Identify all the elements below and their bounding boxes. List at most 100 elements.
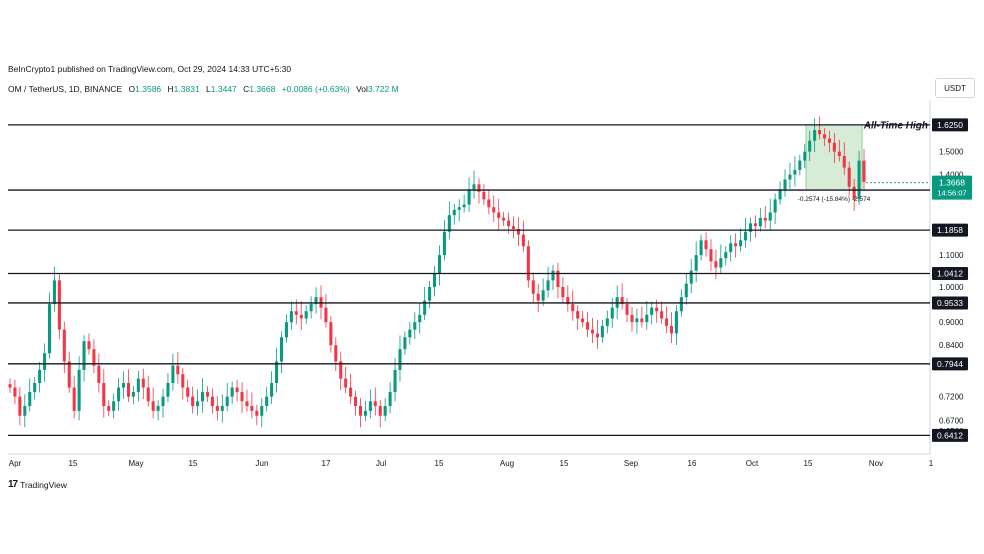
candle-body — [546, 280, 550, 291]
candle-body — [329, 322, 333, 346]
candle-body — [793, 169, 797, 175]
candle-body — [373, 401, 377, 407]
candle-body — [516, 228, 520, 235]
candle-body — [146, 387, 150, 402]
candle-body — [240, 392, 244, 402]
candle-body — [630, 314, 634, 323]
candle-body — [122, 383, 126, 388]
candle-body — [487, 199, 491, 208]
ath-label: All-Time High — [863, 120, 928, 131]
y-tick-label: 1.0000 — [939, 283, 964, 292]
last-price-label: 1.3668 — [939, 178, 965, 188]
high-value: 1.3831 — [173, 84, 200, 94]
brand-name: TradingView — [20, 479, 67, 490]
candle-body — [699, 240, 703, 256]
candle-body — [107, 406, 111, 411]
candle-body — [808, 140, 812, 152]
candle-body — [141, 378, 145, 388]
candle-body — [827, 138, 831, 143]
candle-body — [304, 311, 308, 319]
candle-body — [245, 401, 249, 407]
candle-body — [561, 286, 565, 298]
candle-body — [581, 318, 585, 323]
y-tick-label: 0.6700 — [939, 417, 964, 426]
candle-body — [536, 293, 540, 301]
y-tick-label: 1.4000 — [939, 171, 964, 180]
currency-button[interactable]: USDT — [935, 78, 975, 98]
candle-body — [595, 333, 599, 338]
candle-body — [102, 383, 106, 407]
candle-body — [210, 396, 214, 407]
high-label: H — [167, 84, 174, 94]
candle-body — [704, 240, 708, 250]
publisher-line: BeInCrypto1 published on TradingView.com… — [8, 64, 292, 74]
candle-body — [181, 374, 185, 388]
candle-body — [299, 314, 303, 319]
candle-body — [383, 406, 387, 416]
candle-body — [551, 270, 555, 281]
candle-body — [136, 378, 140, 393]
candle-body — [447, 215, 451, 232]
x-tick-label: Jul — [376, 459, 386, 468]
candle-body — [97, 365, 101, 384]
y-tick-label: 0.8400 — [939, 341, 964, 350]
candle-body — [176, 365, 180, 375]
volume-value: 3.722 M — [367, 84, 399, 94]
candle-body — [131, 392, 135, 397]
candle-body — [832, 142, 836, 152]
x-tick-label: 15 — [69, 459, 78, 468]
measure-label: -0.2574 (-15.84%) -2,574 — [798, 196, 871, 203]
candle-body — [156, 406, 160, 411]
y-tick-label: 1.1000 — [939, 251, 964, 260]
candle-body — [289, 311, 293, 323]
candle-body — [38, 369, 42, 384]
open-value: 1.3586 — [135, 84, 162, 94]
candle-body — [507, 220, 511, 227]
candle-body — [457, 207, 461, 210]
candle-body — [768, 212, 772, 221]
y-tick-label: 0.7200 — [939, 393, 964, 402]
level-label: 1.0412 — [937, 269, 963, 279]
candle-body — [57, 280, 61, 330]
candle-body — [358, 406, 363, 416]
candle-body — [482, 191, 486, 200]
x-tick-label: 15 — [804, 459, 813, 468]
candle-body — [388, 392, 392, 407]
x-tick-label: 15 — [560, 459, 569, 468]
candle-body — [763, 217, 767, 221]
candle-body — [610, 307, 614, 319]
candle-body — [309, 304, 313, 312]
candle-body — [112, 401, 116, 411]
candle-body — [275, 361, 279, 384]
last-price-box — [932, 175, 972, 200]
candle-body — [334, 345, 338, 362]
candle-body — [43, 353, 47, 370]
x-tick-label: Sep — [624, 459, 639, 468]
candle-body — [235, 387, 239, 393]
candle-body — [205, 392, 209, 397]
level-label: 0.9533 — [937, 298, 963, 308]
candle-body — [689, 270, 693, 284]
candle-body — [590, 329, 595, 334]
tradingview-brand: 17 TradingView — [8, 479, 67, 490]
x-tick-label: 15 — [435, 459, 444, 468]
candle-body — [418, 314, 422, 323]
candle-body — [640, 318, 644, 323]
candle-body — [378, 406, 382, 416]
close-value: 1.3668 — [249, 84, 276, 94]
candle-body — [339, 361, 343, 379]
candle-body — [166, 383, 170, 397]
candle-body — [847, 167, 851, 187]
candle-body — [719, 258, 723, 268]
candle-body — [393, 369, 397, 393]
candle-body — [679, 297, 683, 312]
candle-body — [857, 160, 861, 200]
countdown-label: 14:56:07 — [937, 189, 966, 198]
candle-body — [363, 410, 367, 416]
candle-body — [492, 207, 496, 213]
candle-body — [571, 304, 575, 312]
candle-body — [511, 226, 516, 229]
candle-body — [862, 160, 866, 182]
candle-body — [250, 406, 254, 411]
